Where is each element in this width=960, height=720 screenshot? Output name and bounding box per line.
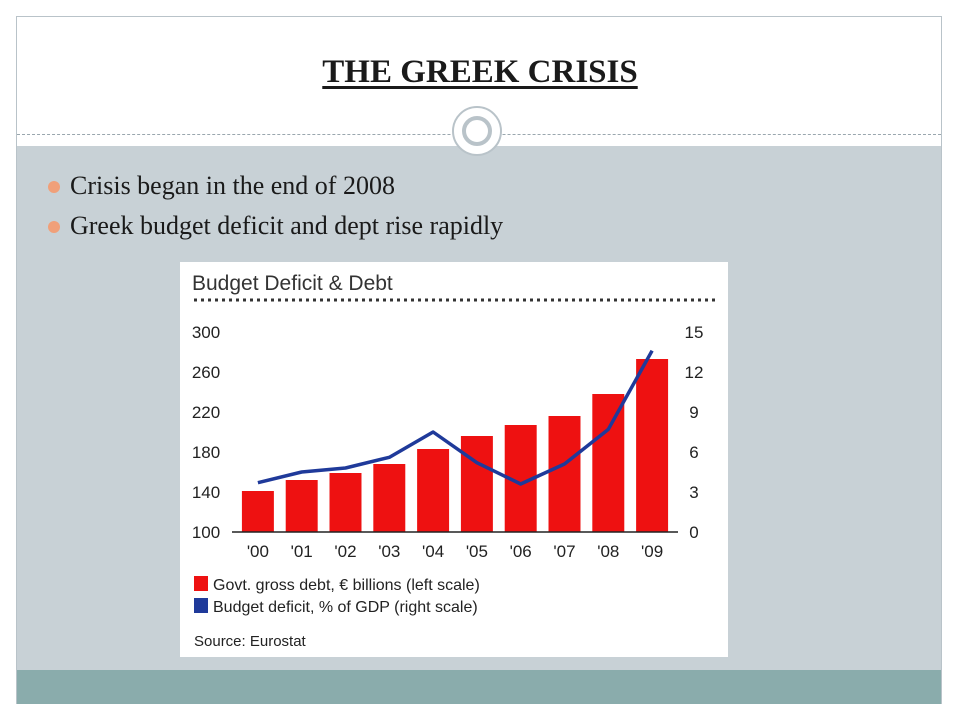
footer-band: [17, 670, 941, 704]
bullet-text: Greek budget deficit and dept rise rapid…: [70, 211, 504, 240]
line-series: [257, 349, 654, 486]
right-tick-label: 6: [689, 443, 698, 462]
left-tick-label: 180: [192, 443, 220, 462]
slide-title: THE GREEK CRISIS: [322, 54, 638, 90]
x-tick-label: '00: [247, 542, 269, 561]
x-tick-label: '08: [597, 542, 619, 561]
bullet-item: Crisis began in the end of 2008: [48, 168, 503, 208]
bar-series: [241, 359, 669, 532]
chart-legend: Govt. gross debt, € billions (left scale…: [194, 576, 480, 616]
x-tick-label: '05: [466, 542, 488, 561]
left-tick-label: 140: [192, 483, 220, 502]
x-tick-label: '01: [291, 542, 313, 561]
chart-image: Budget Deficit & Debt 300 260 220 180 140 100…: [180, 262, 728, 657]
bullet-dot-icon: [48, 181, 60, 193]
bullet-list: Crisis began in the end of 2008 Greek bu…: [48, 168, 503, 248]
bar: [417, 449, 450, 532]
bar: [548, 416, 581, 532]
x-tick-label: '09: [641, 542, 663, 561]
right-axis: 15 12 9 6 3 0: [685, 323, 704, 542]
chart-svg: Budget Deficit & Debt 300 260 220 180 140 100…: [192, 272, 716, 650]
legend-swatch: [194, 598, 208, 613]
right-tick-label: 3: [689, 483, 698, 502]
right-tick-label: 9: [689, 403, 698, 422]
bar: [460, 436, 493, 532]
legend-label: Budget deficit, % of GDP (right scale): [213, 599, 478, 616]
chart-title: Budget Deficit & Debt: [192, 272, 393, 295]
bar: [373, 464, 406, 532]
left-tick-label: 100: [192, 523, 220, 542]
x-tick-label: '06: [510, 542, 532, 561]
right-tick-label: 12: [685, 363, 704, 382]
ring-ornament-icon: [452, 106, 502, 156]
x-tick-label: '07: [553, 542, 575, 561]
bar: [241, 491, 274, 532]
bar: [636, 359, 669, 532]
bar: [592, 394, 625, 532]
x-axis: '00 '01 '02 '03 '04 '05 '06 '07 '08 '09: [247, 542, 663, 561]
right-tick-label: 15: [685, 323, 704, 342]
right-tick-label: 0: [689, 523, 698, 542]
legend-label: Govt. gross debt, € billions (left scale…: [213, 577, 480, 594]
left-axis: 300 260 220 180 140 100: [192, 323, 220, 542]
bullet-dot-icon: [48, 221, 60, 233]
x-tick-label: '03: [378, 542, 400, 561]
ring-inner-circle: [462, 116, 492, 146]
x-tick-label: '04: [422, 542, 444, 561]
bullet-text: Crisis began in the end of 2008: [70, 171, 395, 200]
x-tick-label: '02: [334, 542, 356, 561]
bar: [329, 473, 362, 532]
deficit-line: [257, 349, 654, 486]
chart-source: Source: Eurostat: [194, 633, 307, 650]
bullet-item: Greek budget deficit and dept rise rapid…: [48, 208, 503, 248]
left-tick-label: 300: [192, 323, 220, 342]
left-tick-label: 260: [192, 363, 220, 382]
legend-swatch: [194, 576, 208, 591]
left-tick-label: 220: [192, 403, 220, 422]
bar: [285, 480, 318, 532]
